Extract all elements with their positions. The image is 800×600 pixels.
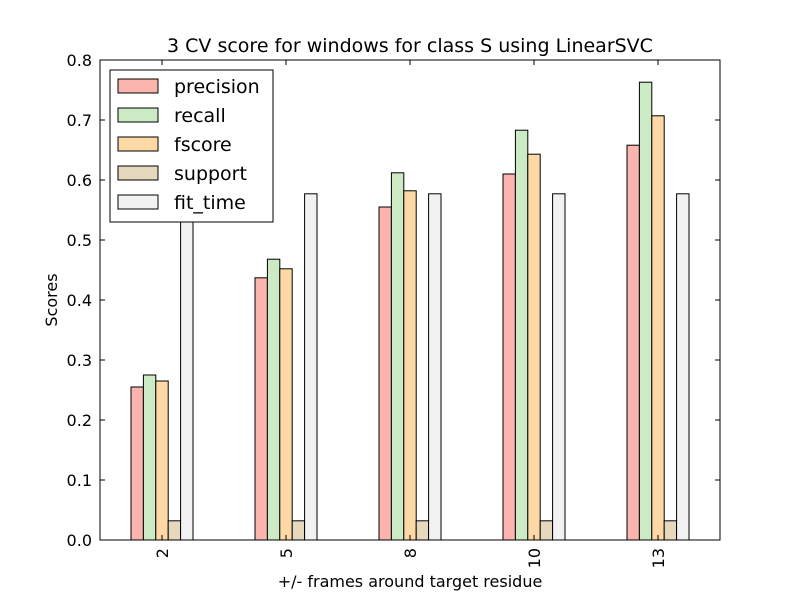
bar-fscore-5 — [279, 268, 293, 541]
y-tick-label: 0.5 — [67, 231, 92, 250]
bar-recall-13 — [638, 81, 653, 541]
bar-support-13 — [663, 520, 678, 541]
legend-label-fscore: fscore — [174, 134, 232, 156]
bar-fscore-13 — [651, 115, 665, 541]
y-tick-label: 0.2 — [67, 411, 92, 430]
bar-recall-8 — [390, 172, 405, 541]
bar-fscore-10 — [527, 153, 541, 541]
bar-fit_time-10 — [552, 193, 566, 541]
legend: precision recall fscore support fit_time — [109, 69, 274, 223]
bar-precision-10 — [502, 173, 516, 541]
legend-label-precision: precision — [174, 76, 260, 98]
bar-precision-5 — [254, 277, 268, 541]
legend-swatch-fscore — [117, 136, 159, 152]
bar-support-8 — [415, 520, 430, 541]
bar-fscore-8 — [403, 190, 417, 541]
x-tick-label: 5 — [277, 548, 296, 558]
bar-support-5 — [291, 520, 306, 541]
chart-title: 3 CV score for windows for class S using… — [167, 35, 653, 57]
x-tick-label: 13 — [649, 548, 668, 568]
y-tick-label: 0.1 — [67, 471, 92, 490]
y-tick-label: 0.7 — [67, 111, 92, 130]
legend-swatch-precision — [117, 78, 159, 94]
bar-precision-2 — [130, 386, 144, 541]
y-axis-label: Scores — [42, 273, 61, 326]
y-tick-label: 0.0 — [67, 531, 92, 550]
y-tick-label: 0.6 — [67, 171, 92, 190]
legend-label-recall: recall — [174, 105, 226, 127]
plot-frame — [99, 59, 721, 541]
legend-swatch-support — [117, 165, 159, 181]
bar-fit_time-5 — [304, 193, 318, 541]
y-tick-label: 0.4 — [67, 291, 92, 310]
legend-swatch-fit_time — [117, 194, 159, 210]
bar-precision-8 — [378, 206, 392, 541]
y-tick-label: 0.3 — [67, 351, 92, 370]
bar-recall-5 — [266, 258, 281, 541]
legend-swatch-recall — [117, 107, 159, 123]
bar-support-10 — [539, 520, 554, 541]
y-tick-label: 0.8 — [67, 51, 92, 70]
bar-fscore-2 — [155, 380, 169, 541]
x-tick-label: 10 — [525, 548, 544, 568]
ticks-group: 0.0 0.1 0.2 0.3 0.4 0.5 0.6 0.7 0.8 2 5 8 10 13 — [67, 51, 720, 568]
bar-fit_time-2 — [180, 193, 194, 541]
x-tick-label: 2 — [153, 548, 172, 558]
x-axis-label: +/- frames around target residue — [278, 572, 543, 591]
bar-support-2 — [167, 520, 182, 541]
bar-recall-10 — [514, 129, 529, 541]
bar-fit_time-8 — [428, 193, 442, 541]
bar-precision-13 — [626, 144, 640, 541]
x-tick-label: 8 — [401, 548, 420, 558]
legend-label-fit_time: fit_time — [174, 192, 246, 214]
bar-fit_time-13 — [676, 193, 690, 541]
bar-recall-2 — [142, 374, 157, 541]
legend-label-support: support — [174, 163, 247, 185]
